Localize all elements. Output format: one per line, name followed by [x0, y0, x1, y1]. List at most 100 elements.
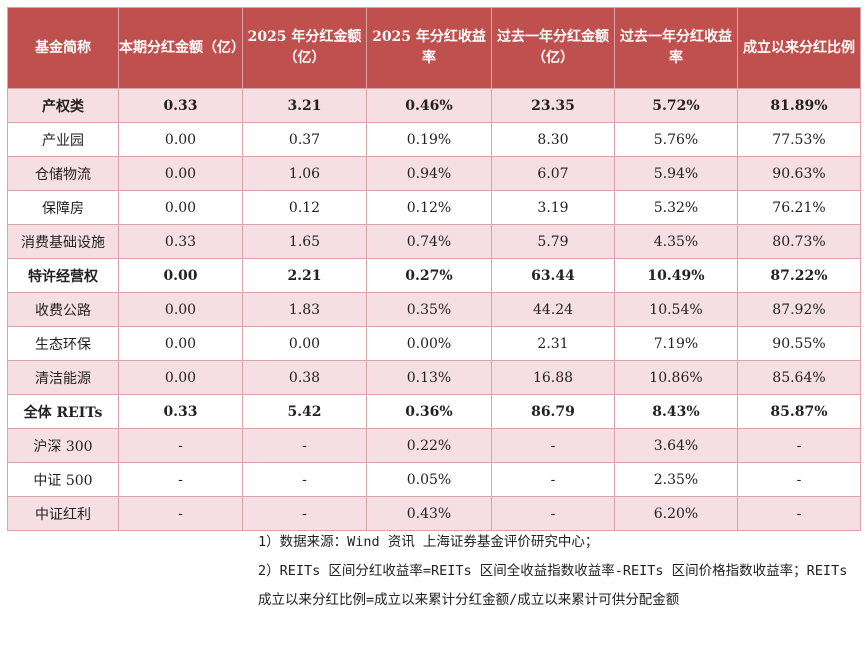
value-cell: 0.22%	[366, 428, 492, 463]
row-label-cell: 产权类	[7, 88, 119, 123]
value-cell: 0.12%	[366, 190, 492, 225]
table-row: 沪深 300- -0.22% -3.64% -	[7, 428, 861, 463]
value-cell: 0.00	[118, 326, 243, 361]
value-cell: 63.44	[491, 258, 615, 293]
value-cell: -	[118, 496, 243, 531]
table-body: 产权类 0.33 3.21 0.46% 23.35 5.72% 81.89% 产业园 0.00 0…	[7, 88, 861, 531]
value-cell: 0.37	[242, 122, 367, 157]
value-cell: 76.21%	[737, 190, 861, 225]
value-cell: 5.42	[242, 394, 367, 429]
value-cell: -	[118, 462, 243, 497]
value-cell: 85.87%	[737, 394, 861, 429]
column-header: 本期分红金额（亿）	[118, 7, 245, 89]
table-row: 收费公路 0.00 1.83 0.35% 44.24 10.54% 87.92%	[7, 292, 861, 327]
value-cell: 0.43%	[366, 496, 492, 531]
row-label-cell: 特许经营权	[7, 258, 119, 293]
value-cell: 0.00	[118, 258, 243, 293]
value-cell: 10.49%	[614, 258, 738, 293]
row-label-cell: 收费公路	[7, 292, 119, 327]
table-row: 产权类 0.33 3.21 0.46% 23.35 5.72% 81.89%	[7, 88, 861, 123]
row-label-cell: 消费基础设施	[7, 224, 119, 259]
value-cell: -	[737, 462, 861, 497]
value-cell: -	[242, 428, 367, 463]
table-row: 特许经营权 0.00 2.21 0.27% 63.44 10.49% 87.22%	[7, 258, 861, 293]
value-cell: -	[737, 496, 861, 531]
value-cell: 6.20%	[614, 496, 738, 531]
row-label-cell: 中证 500	[7, 462, 119, 497]
value-cell: -	[737, 428, 861, 463]
value-cell: 85.64%	[737, 360, 861, 395]
value-cell: -	[118, 428, 243, 463]
table-row: 保障房 0.00 0.12 0.12% 3.19 5.32% 76.21%	[7, 190, 861, 225]
column-header: 过去一年分红金额（亿）	[491, 7, 615, 89]
value-cell: 0.00	[118, 122, 243, 157]
value-cell: -	[491, 496, 615, 531]
value-cell: 0.46%	[366, 88, 492, 123]
table-row: 全体 REITs 0.33 5.42 0.36% 86.79 8.43% 85.87%	[7, 394, 861, 429]
value-cell: 90.63%	[737, 156, 861, 191]
value-cell: 87.22%	[737, 258, 861, 293]
value-cell: -	[242, 462, 367, 497]
value-cell: -	[491, 462, 615, 497]
value-cell: 7.19%	[614, 326, 738, 361]
value-cell: 3.19	[491, 190, 615, 225]
table-row: 仓储物流 0.00 1.06 0.94% 6.07 5.94% 90.63%	[7, 156, 861, 191]
column-header: 2025 年分红收益率	[366, 7, 492, 89]
value-cell: 0.38	[242, 360, 367, 395]
footnotes: 1）数据来源：Wind 资讯 上海证券基金评价研究中心； 2）REITs 区间分…	[220, 528, 860, 615]
value-cell: 2.21	[242, 258, 367, 293]
value-cell: 23.35	[491, 88, 615, 123]
value-cell: 77.53%	[737, 122, 861, 157]
value-cell: 2.31	[491, 326, 615, 361]
value-cell: 87.92%	[737, 292, 861, 327]
row-label-cell: 清洁能源	[7, 360, 119, 395]
value-cell: 0.33	[118, 88, 243, 123]
footnote-source: 1）数据来源：Wind 资讯 上海证券基金评价研究中心；	[258, 534, 599, 550]
value-cell: 3.64%	[614, 428, 738, 463]
value-cell: 5.76%	[614, 122, 738, 157]
value-cell: 81.89%	[737, 88, 861, 123]
value-cell: 0.19%	[366, 122, 492, 157]
row-label-cell: 保障房	[7, 190, 119, 225]
value-cell: 8.30	[491, 122, 615, 157]
value-cell: 0.05%	[366, 462, 492, 497]
value-cell: 3.21	[242, 88, 367, 123]
value-cell: 1.65	[242, 224, 367, 259]
row-label-cell: 沪深 300	[7, 428, 119, 463]
row-label-cell: 全体 REITs	[7, 394, 119, 429]
value-cell: 1.06	[242, 156, 367, 191]
column-header: 基金简称	[7, 7, 119, 89]
value-cell: 0.33	[118, 394, 243, 429]
value-cell: 0.00	[242, 326, 367, 361]
value-cell: 5.72%	[614, 88, 738, 123]
value-cell: 10.54%	[614, 292, 738, 327]
value-cell: 5.32%	[614, 190, 738, 225]
footnote-definition: 2）REITs 区间分红收益率=REITs 区间全收益指数收益率-REITs 区…	[258, 563, 848, 608]
value-cell: 5.79	[491, 224, 615, 259]
value-cell: 90.55%	[737, 326, 861, 361]
value-cell: 80.73%	[737, 224, 861, 259]
value-cell: 0.27%	[366, 258, 492, 293]
row-label-cell: 生态环保	[7, 326, 119, 361]
value-cell: 0.36%	[366, 394, 492, 429]
value-cell: 4.35%	[614, 224, 738, 259]
value-cell: 86.79	[491, 394, 615, 429]
value-cell: 1.83	[242, 292, 367, 327]
value-cell: 6.07	[491, 156, 615, 191]
header-row: 基金简称 本期分红金额（亿） 2025 年分红金额（亿） 2025 年分红收益率 过去一…	[7, 7, 861, 89]
column-header: 过去一年分红收益率	[614, 7, 738, 89]
row-label-cell: 产业园	[7, 122, 119, 157]
value-cell: 2.35%	[614, 462, 738, 497]
value-cell: 0.94%	[366, 156, 492, 191]
table-row: 中证红利 - -0.43% -6.20% -	[7, 496, 861, 531]
value-cell: -	[242, 496, 367, 531]
value-cell: -	[491, 428, 615, 463]
table-row: 中证 500- -0.05% -2.35% -	[7, 462, 861, 497]
table-header: 基金简称 本期分红金额（亿） 2025 年分红金额（亿） 2025 年分红收益率 过去一…	[7, 7, 861, 89]
table-row: 生态环保 0.00 0.00 0.00% 2.31 7.19% 90.55%	[7, 326, 861, 361]
table-row: 产业园 0.00 0.37 0.19% 8.30 5.76% 77.53%	[7, 122, 861, 157]
table-row: 清洁能源 0.00 0.38 0.13% 16.88 10.86% 85.64%	[7, 360, 861, 395]
column-header: 2025 年分红金额（亿）	[242, 7, 367, 89]
value-cell: 10.86%	[614, 360, 738, 395]
